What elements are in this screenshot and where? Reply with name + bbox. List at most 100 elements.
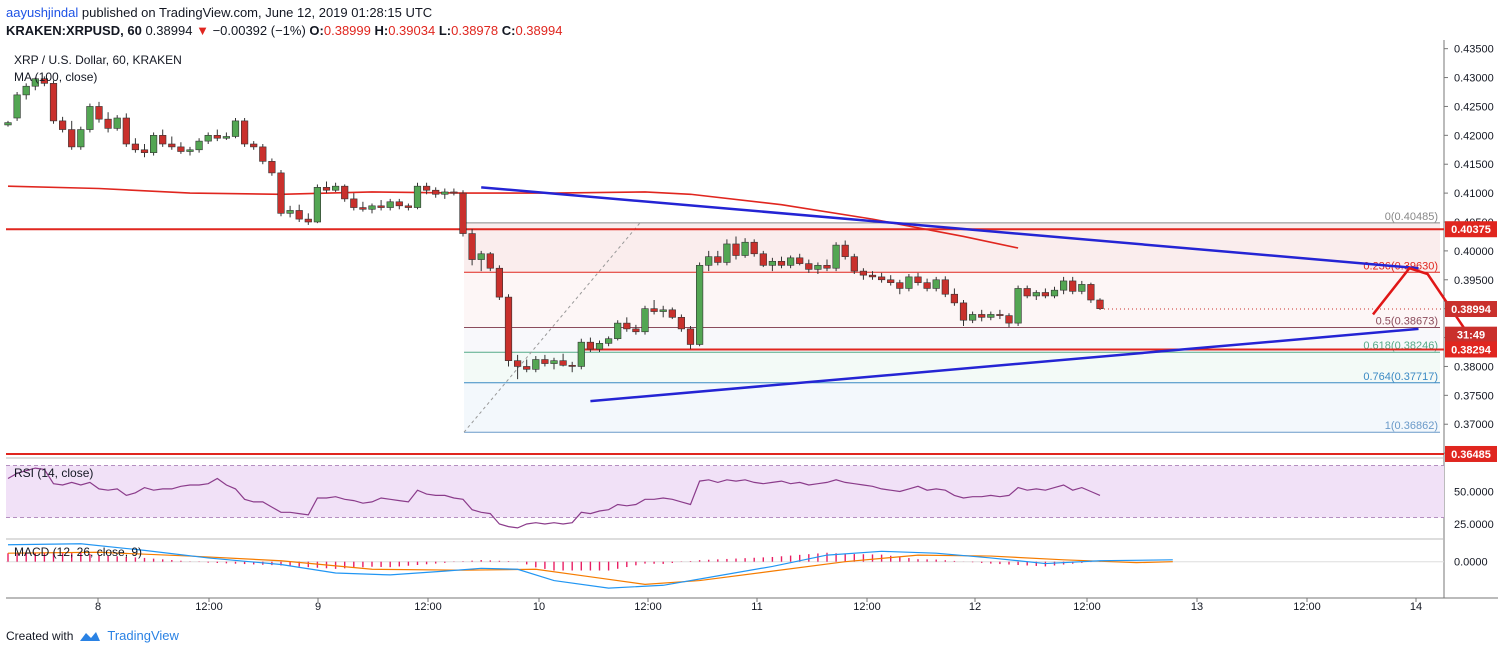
candle-body: [432, 189, 440, 195]
low-value: 0.38978: [451, 23, 499, 38]
candle-body: [231, 120, 240, 137]
price-label-box: [1445, 221, 1497, 238]
candle-body: [950, 293, 958, 304]
candle-body: [759, 253, 767, 266]
published-text: published on TradingView.com, June 12, 2…: [81, 5, 433, 20]
price-label-box: [1445, 445, 1497, 462]
candle-body: [1041, 292, 1049, 297]
candle-body: [604, 338, 613, 344]
tradingview-brand[interactable]: TradingView: [107, 628, 179, 643]
candle-body: [650, 308, 658, 312]
y-tick-label: 0.37500: [1454, 390, 1494, 402]
candle-body: [49, 83, 58, 122]
candle-body: [705, 256, 713, 266]
candle-body: [577, 341, 585, 367]
candle-body: [395, 201, 403, 207]
y-tick-label: 0.38000: [1454, 361, 1494, 373]
candle-body: [40, 78, 48, 84]
fib-zone: [464, 352, 1440, 383]
fib-level-label: 0.5(0.38673): [1376, 316, 1438, 328]
x-tick-label: 12:00: [853, 601, 881, 613]
candle-body: [58, 120, 67, 130]
candle-body: [568, 364, 576, 367]
candle-body: [422, 185, 431, 191]
candle-body: [450, 191, 458, 194]
legend-macd: MACD (12, 26, close, 9): [14, 545, 143, 559]
candle-body: [614, 322, 622, 340]
candle-body: [1078, 284, 1086, 292]
candle-body: [559, 360, 567, 366]
candle-body: [477, 253, 485, 260]
candle-body: [95, 106, 103, 120]
author-link[interactable]: aayushjindal: [6, 5, 79, 20]
candle-body: [623, 322, 631, 330]
x-tick-label: 9: [315, 601, 321, 613]
candle-body: [959, 302, 968, 321]
created-with-text: Created with: [6, 628, 74, 643]
footer: Created with TradingView: [6, 628, 179, 643]
publish-line: aayushjindal published on TradingView.co…: [6, 5, 432, 20]
candle-body: [150, 135, 158, 153]
candle-body: [632, 328, 640, 333]
candle-body: [932, 279, 940, 289]
trendline-lower: [590, 327, 1419, 403]
rsi-band: [6, 465, 1444, 518]
fib-level-label: 1(0.36862): [1385, 420, 1438, 432]
candle-body: [286, 210, 294, 214]
candle-body: [741, 241, 749, 256]
candle-body: [532, 359, 540, 370]
candle-body: [368, 205, 376, 210]
candle-body: [941, 279, 949, 295]
candle-body: [714, 256, 722, 263]
ohlc-line: KRAKEN:XRPUSD, 60 0.38994 ▼ −0.00392 (−1…: [6, 23, 562, 38]
candle-body: [104, 118, 112, 129]
candle-body: [322, 187, 331, 191]
candle-body: [413, 185, 422, 208]
price-label-box: [1445, 301, 1497, 318]
candle-body: [86, 106, 94, 130]
symbol-line: KRAKEN:XRPUSD, 60: [6, 23, 142, 38]
candle-body: [195, 140, 203, 151]
candle-body: [495, 267, 504, 298]
candle-body: [186, 149, 194, 152]
candle-body: [277, 172, 285, 214]
candle-body: [241, 120, 249, 145]
candle-body: [1096, 299, 1104, 309]
y-tick-label: 0.42000: [1454, 130, 1494, 142]
x-tick-label: 11: [751, 601, 762, 613]
price-label-box: [1445, 326, 1497, 343]
open-label: O:: [309, 23, 324, 38]
candle-body: [832, 244, 840, 269]
candle-body: [350, 198, 358, 208]
x-tick-label: 12:00: [1293, 601, 1321, 613]
candle-body: [987, 314, 995, 318]
candle-body: [268, 161, 276, 174]
candle-body: [868, 274, 877, 278]
price-label-text: 0.38994: [1451, 304, 1492, 316]
candle-body: [122, 117, 130, 145]
candle-body: [441, 191, 449, 195]
rsi-line: [7, 467, 1101, 529]
candle-body: [695, 265, 704, 345]
candle-body: [805, 263, 813, 270]
candle-body: [823, 265, 831, 269]
macd-signal-line: [7, 551, 1173, 585]
candle-body: [513, 360, 522, 367]
fib-level-label: 0(0.40485): [1385, 211, 1438, 223]
x-tick-label: 14: [1410, 601, 1422, 613]
candle-body: [732, 243, 740, 256]
candle-body: [250, 143, 258, 148]
low-label: L:: [438, 23, 452, 38]
close-value: 0.38994: [515, 23, 563, 38]
candle-body: [131, 143, 140, 151]
price-label-text: 31:49: [1457, 330, 1485, 342]
candle-body: [331, 185, 340, 191]
candle-body: [641, 308, 649, 333]
high-label: H:: [374, 23, 389, 38]
candle-body: [677, 317, 685, 330]
candle-body: [1050, 289, 1059, 297]
fib-zone: [464, 222, 1440, 273]
candle-body: [386, 201, 394, 208]
candle-body: [750, 241, 758, 255]
